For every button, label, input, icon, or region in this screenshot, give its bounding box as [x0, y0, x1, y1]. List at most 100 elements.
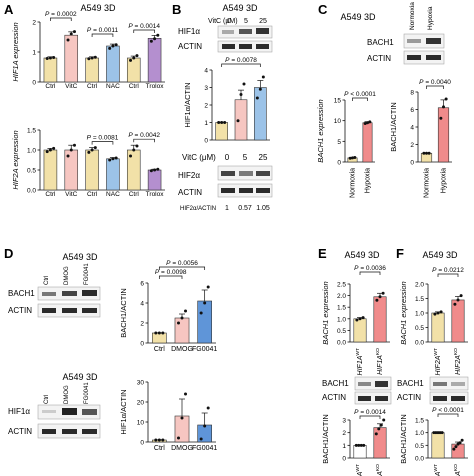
category-label: NAC	[106, 83, 120, 90]
data-point	[157, 438, 161, 442]
data-point	[454, 445, 458, 449]
bar	[64, 34, 79, 83]
chart-a-bottom: 0.0 0.5 1.0 1.5 HIF2A expression Ctrl VitC Ctrl…	[11, 128, 165, 198]
p-value-label: P = 0.0056	[166, 260, 198, 267]
data-point	[149, 39, 153, 43]
data-point	[362, 443, 366, 447]
significance-bracket	[426, 85, 444, 89]
data-point	[156, 167, 160, 171]
p-value-label: P = 0.0042	[128, 132, 160, 139]
y-tick-label: 5	[337, 139, 341, 146]
data-point	[361, 316, 365, 320]
data-point	[111, 44, 115, 48]
y-axis-label: HIF2A expression	[11, 130, 20, 189]
panel-c-blot: Normoxia Hypoxia BACH1 ACTIN	[367, 2, 445, 65]
data-point	[217, 121, 221, 124]
y-axis-label: BACH1 expression	[321, 281, 330, 344]
chart-f-bottom: 0.0 0.5 1.0 1.5 BACH1/ACTIN HIF2AWT HIF2AKO P <…	[399, 407, 468, 476]
data-point	[149, 169, 153, 173]
y-tick-label: 0.5	[27, 168, 36, 175]
f-blot-label-bach1: BACH1	[397, 379, 424, 388]
significance-bracket	[133, 29, 155, 33]
data-point	[206, 285, 210, 289]
y-tick-label: 2.0	[337, 293, 346, 300]
bar	[431, 312, 445, 343]
y-tick-label: 1.0	[337, 316, 346, 323]
data-point	[459, 294, 463, 298]
data-point	[203, 301, 207, 305]
significance-bracket	[359, 415, 381, 419]
chart-f-top: 0.0 0.5 1.0 1.5 2.0 BACH1 expression HIF2AWT HI…	[399, 267, 468, 375]
blot-actin-lower-band-3	[256, 188, 270, 193]
data-point	[261, 75, 265, 79]
panel-f-header: A549 3D	[422, 250, 458, 260]
data-point	[72, 30, 76, 34]
data-point	[180, 316, 184, 320]
blot-actin-band-2	[239, 44, 252, 49]
vitc-row-value-25: 25	[259, 18, 267, 25]
y-axis-label: BACH1/ACTIN	[389, 102, 398, 152]
y-tick-label: 1.0	[415, 430, 424, 437]
blot-hif2a-band-2	[239, 171, 253, 176]
y-axis-label: HIF1α/ACTIN	[183, 82, 192, 127]
y-tick-label: 0	[32, 80, 36, 87]
y-tick-label: 2	[32, 20, 36, 27]
data-point	[456, 298, 460, 302]
data-point	[90, 56, 94, 60]
f-blot-bach1-band-2	[451, 382, 465, 386]
data-point	[363, 122, 367, 126]
d-blot-label-actin: ACTIN	[8, 306, 32, 315]
bar	[85, 57, 99, 83]
category-label: DMOG	[171, 346, 193, 353]
y-tick-label: 3	[204, 85, 208, 92]
y-axis-label: BACH1 expression	[399, 281, 408, 344]
data-point	[236, 119, 240, 123]
data-point	[444, 97, 448, 101]
y-axis-label: HIF1A expression	[11, 22, 20, 81]
y-axis-label: BACH1/ACTIN	[119, 288, 128, 338]
e-blot-bach1-band-1	[358, 382, 371, 386]
blot-hif1a-band-3	[256, 28, 269, 34]
c-lane-normoxia: Normoxia	[409, 2, 416, 30]
panel-d-blot-top: Ctrl DMOG FG0041 BACH1 ACTIN	[8, 263, 101, 318]
panel-d-header: A549 3D	[62, 252, 98, 262]
data-point	[258, 87, 262, 91]
y-tick-label: 0.0	[337, 340, 346, 347]
p-value-label: P < 0.0001	[344, 91, 376, 98]
d-blot-actin-band-2	[62, 308, 77, 313]
data-point	[52, 56, 56, 60]
d-blot-label-actin-lower: ACTIN	[8, 427, 32, 436]
data-point	[366, 121, 369, 125]
category-label: Ctrl	[87, 191, 98, 198]
blot-actin-band-1	[222, 44, 235, 49]
data-point	[223, 121, 227, 124]
category-label: FG0041	[192, 346, 217, 353]
p-value-label: P = 0.0098	[155, 269, 187, 276]
p-value-label: P = 0.0212	[432, 267, 464, 274]
p-value-label: P = 0.0014	[128, 23, 160, 30]
d-blot-actin-lower-band-2	[62, 429, 77, 434]
vitc-row-label: VitC (μM)	[208, 18, 238, 25]
data-point	[433, 312, 437, 316]
y-tick-label: 2	[342, 430, 346, 437]
e-blot-label-actin: ACTIN	[322, 393, 346, 402]
y-tick-label: 1.5	[337, 305, 346, 312]
blot-label-actin-lower: ACTIN	[178, 188, 202, 197]
data-point	[242, 82, 246, 86]
y-tick-label: 2	[204, 103, 208, 110]
y-axis-label: BACH1/ACTIN	[321, 414, 330, 464]
y-tick-label: 0.0	[415, 456, 424, 463]
bar	[43, 149, 58, 191]
data-point	[378, 295, 382, 299]
data-point	[220, 121, 224, 124]
y-tick-label: 0.5	[415, 443, 424, 450]
y-tick-label: 3	[342, 418, 346, 425]
p-value-label: P = 0.0014	[354, 409, 386, 416]
data-point	[48, 148, 52, 152]
blot-hif2a-band-1	[221, 171, 235, 176]
chart-d-top: 0 2 4 6 BACH1/ACTIN Ctrl DMOG FG0041 P = 0.0098 P…	[119, 260, 217, 353]
category-label: VitC	[65, 191, 77, 198]
blot-hif1a-band-2	[239, 29, 252, 34]
significance-bracket	[158, 266, 206, 270]
